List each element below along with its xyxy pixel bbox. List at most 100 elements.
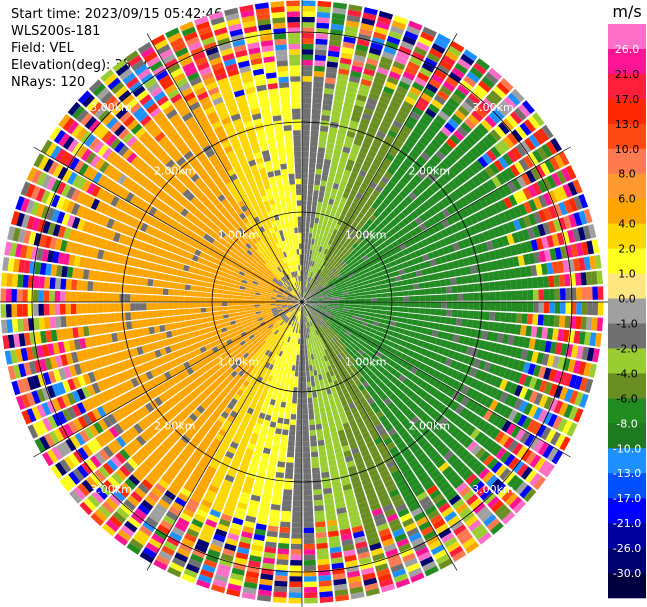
range-gate [316,542,328,550]
range-gate [509,164,521,177]
range-gate [331,188,338,195]
range-gate [427,226,436,236]
range-gate [311,302,318,304]
range-gate [402,71,416,81]
range-gate [351,249,358,256]
range-gate [362,359,370,366]
range-gate [547,413,558,428]
range-gate [478,434,490,447]
range-gate [407,412,416,421]
range-gate [404,95,417,106]
range-gate [486,261,493,272]
range-gate [506,291,512,301]
range-gate [498,433,510,446]
range-gate [334,272,341,277]
range-gate [317,564,331,571]
range-gate [185,320,192,327]
range-gate [305,354,309,361]
range-gate [379,162,389,171]
range-gate [355,44,369,52]
range-gate [346,14,361,23]
range-gate [433,389,442,399]
range-gate [454,62,468,75]
range-gate [311,337,316,343]
range-gate [309,291,314,296]
range-gate [411,51,425,62]
range-gate [408,532,422,543]
range-gate [336,325,342,330]
range-gate [365,271,372,277]
range-gate [337,266,343,272]
range-gate [527,363,536,376]
range-gate [390,65,404,76]
range-gate [322,331,327,338]
range-gate [319,362,324,369]
range-gate [537,179,547,193]
range-gate [434,134,445,146]
range-gate [232,305,239,310]
range-gate [97,303,104,313]
range-gate [341,112,351,120]
range-gate [361,321,368,327]
range-gate [281,434,288,441]
range-gate [397,110,409,120]
range-gate [470,378,479,389]
range-gate [311,381,316,387]
range-gate [351,65,363,73]
range-gate [437,346,445,355]
range-gate [310,440,318,447]
range-gate [425,431,435,441]
range-gate [511,129,523,143]
range-gate [303,306,306,312]
range-gate [322,325,327,331]
range-gate [386,166,396,176]
range-gate [384,81,397,90]
range-gate [97,292,104,302]
range-gate [512,256,520,267]
range-gate [558,371,568,385]
range-gate [514,267,522,278]
range-gate [394,423,404,432]
range-gate [474,464,486,476]
range-gate [518,400,529,413]
range-gate [442,142,453,153]
range-gate [296,419,302,426]
range-gate [316,306,322,309]
range-gate [576,287,582,300]
range-gate [421,500,434,511]
range-gate [338,371,345,378]
range-gate [398,80,411,91]
range-gate [368,319,375,325]
range-gate [468,413,478,424]
range-gate [432,214,441,224]
range-gate [457,418,468,430]
range-gate [329,283,335,288]
range-gate [460,207,469,218]
range-gate [334,212,341,219]
range-gate [542,192,553,206]
range-gate [276,395,282,402]
range-gate [403,296,410,302]
range-gate [575,316,582,330]
range-gate [302,243,305,249]
range-gate [422,132,433,143]
range-gate [454,461,466,473]
range-gate [535,237,544,250]
range-gate [49,303,55,316]
range-gate [543,367,552,380]
range-gate [411,462,423,473]
range-gate [327,306,334,309]
range-gate [314,505,324,512]
range-gate [406,372,415,380]
range-gate [528,376,538,389]
range-gate [339,214,346,221]
range-gate [349,304,355,308]
range-gate [493,270,500,281]
range-gate [544,340,552,353]
range-gate [395,194,404,203]
range-gate [311,303,318,306]
range-gate [317,297,323,300]
range-gate [354,307,361,311]
range-gate [527,227,536,240]
